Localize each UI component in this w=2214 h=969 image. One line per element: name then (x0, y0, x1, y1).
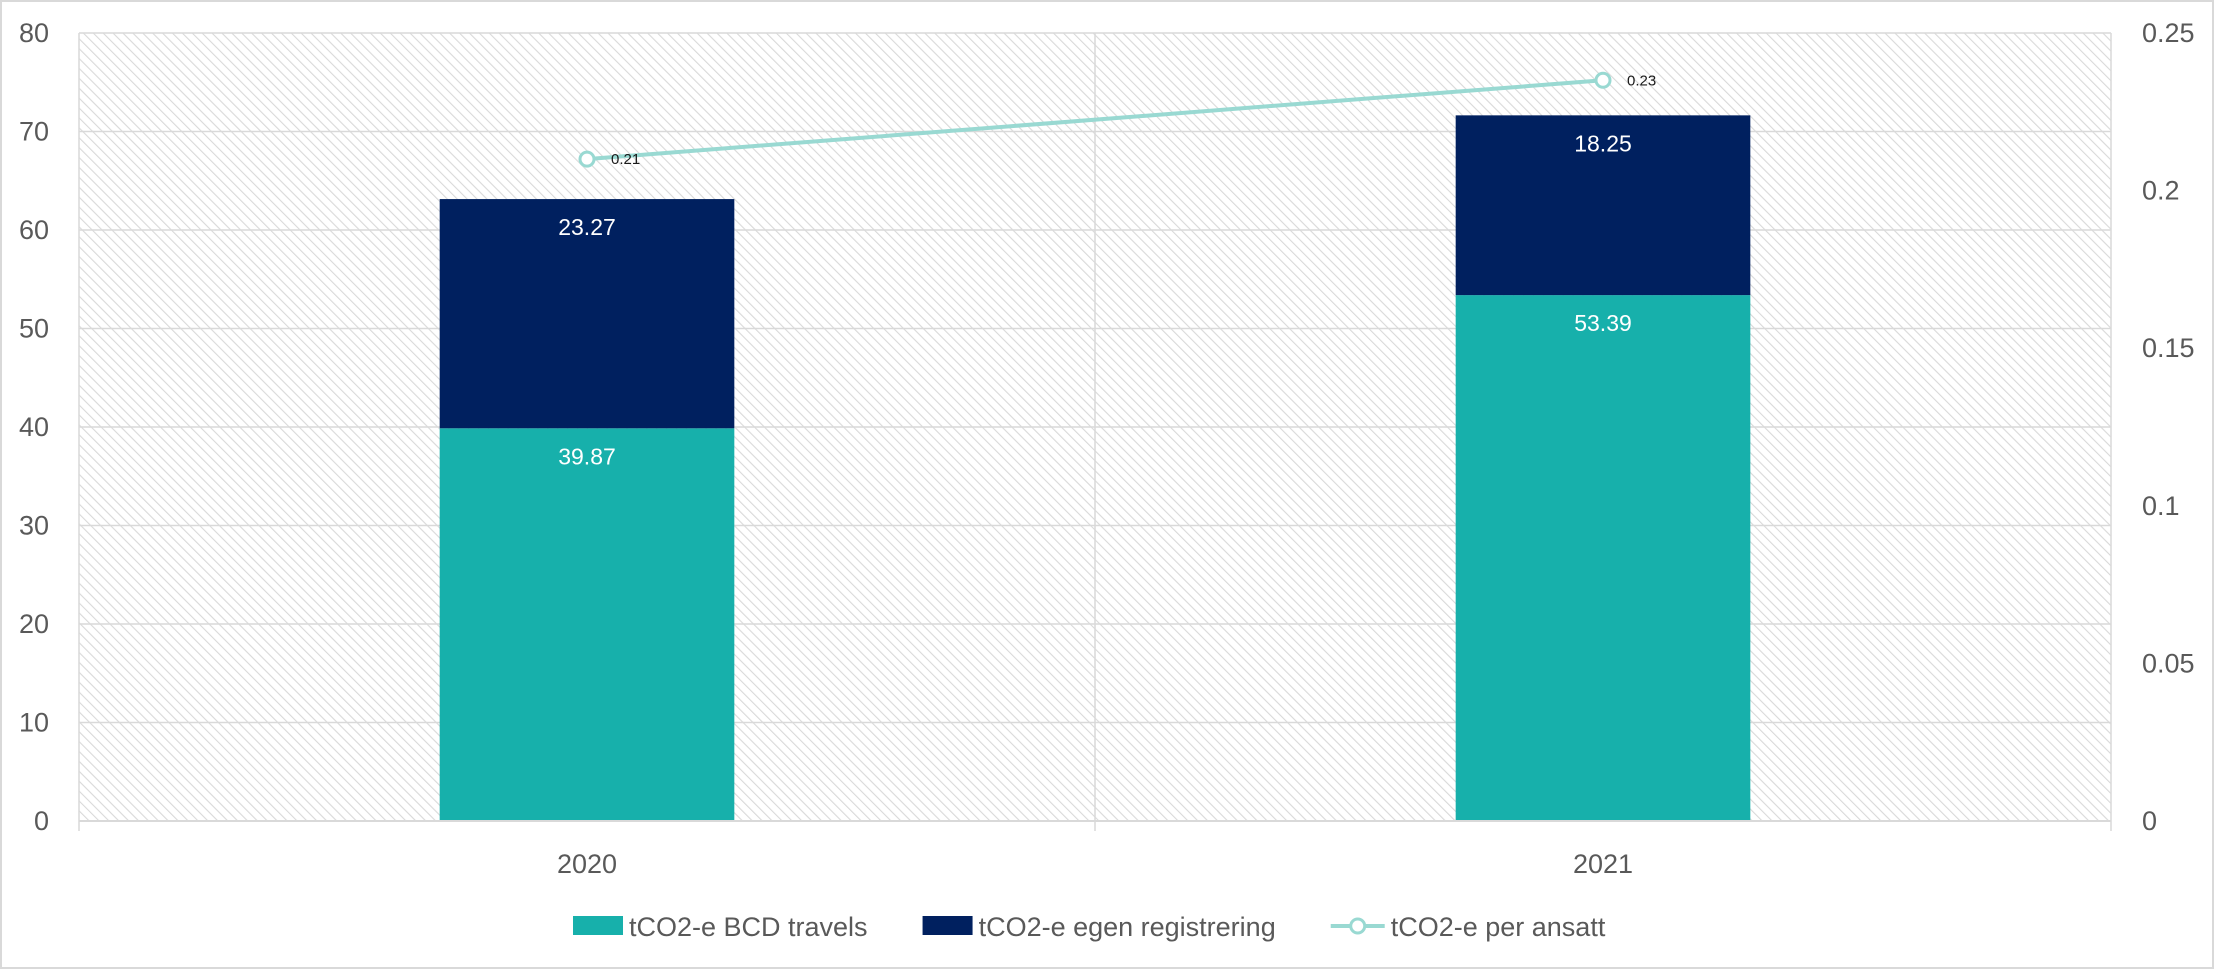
x-tick-label: 2020 (557, 849, 617, 879)
right-tick-label: 0.15 (2142, 333, 2195, 363)
bar-data-label: 18.25 (1574, 130, 1632, 156)
x-axis: 2020 2021 (79, 820, 2111, 879)
line-data-label: 0.23 (1627, 72, 1656, 89)
x-tick-label: 2021 (1573, 849, 1633, 879)
left-tick-label: 80 (19, 18, 49, 48)
legend-item: tCO2-e BCD travels (573, 912, 868, 942)
legend-label: tCO2-e BCD travels (629, 912, 868, 942)
legend-label: tCO2-e per ansatt (1391, 912, 1606, 942)
right-tick-label: 0.25 (2142, 18, 2195, 48)
bar-data-label: 39.87 (558, 443, 616, 469)
left-tick-label: 50 (19, 314, 49, 344)
right-tick-label: 0 (2142, 806, 2157, 836)
bar-segment (1455, 295, 1751, 821)
legend-swatch (922, 916, 973, 935)
bar-data-label: 53.39 (1574, 310, 1632, 336)
left-tick-label: 10 (19, 708, 49, 738)
line-data-label: 0.21 (611, 151, 640, 168)
left-tick-label: 40 (19, 412, 49, 442)
series-line (586, 78, 1604, 162)
left-tick-label: 30 (19, 511, 49, 541)
legend-swatch (573, 916, 623, 935)
legend-item: tCO2-e egen registrering (922, 912, 1276, 942)
bars (439, 115, 1751, 821)
right-tick-label: 0.1 (2142, 491, 2180, 521)
left-tick-label: 60 (19, 215, 49, 245)
bar-data-label: 23.27 (558, 214, 616, 240)
right-tick-label: 0.05 (2142, 648, 2195, 678)
line-marker (578, 150, 596, 168)
bar-segment (439, 428, 735, 821)
legend-item: tCO2-e per ansatt (1330, 912, 1606, 942)
bar-segment (439, 199, 735, 429)
right-axis: 0 0.05 0.1 0.15 0.2 0.25 (2142, 18, 2195, 836)
bar-segment (1455, 115, 1751, 296)
legend: tCO2-e BCD travels tCO2-e egen registreri… (573, 912, 1606, 942)
legend-marker-swatch (1349, 917, 1367, 935)
line-series: 0.21 0.23 (578, 71, 1656, 168)
left-tick-label: 0 (34, 806, 49, 836)
line-marker (1594, 71, 1612, 89)
bar-labels: 39.87 23.27 53.39 18.25 (558, 130, 1632, 469)
legend-label: tCO2-e egen registrering (979, 912, 1276, 942)
left-tick-label: 70 (19, 117, 49, 147)
right-tick-label: 0.2 (2142, 176, 2180, 206)
left-tick-label: 20 (19, 609, 49, 639)
left-axis: 0 10 20 30 40 50 60 70 80 (19, 18, 49, 836)
